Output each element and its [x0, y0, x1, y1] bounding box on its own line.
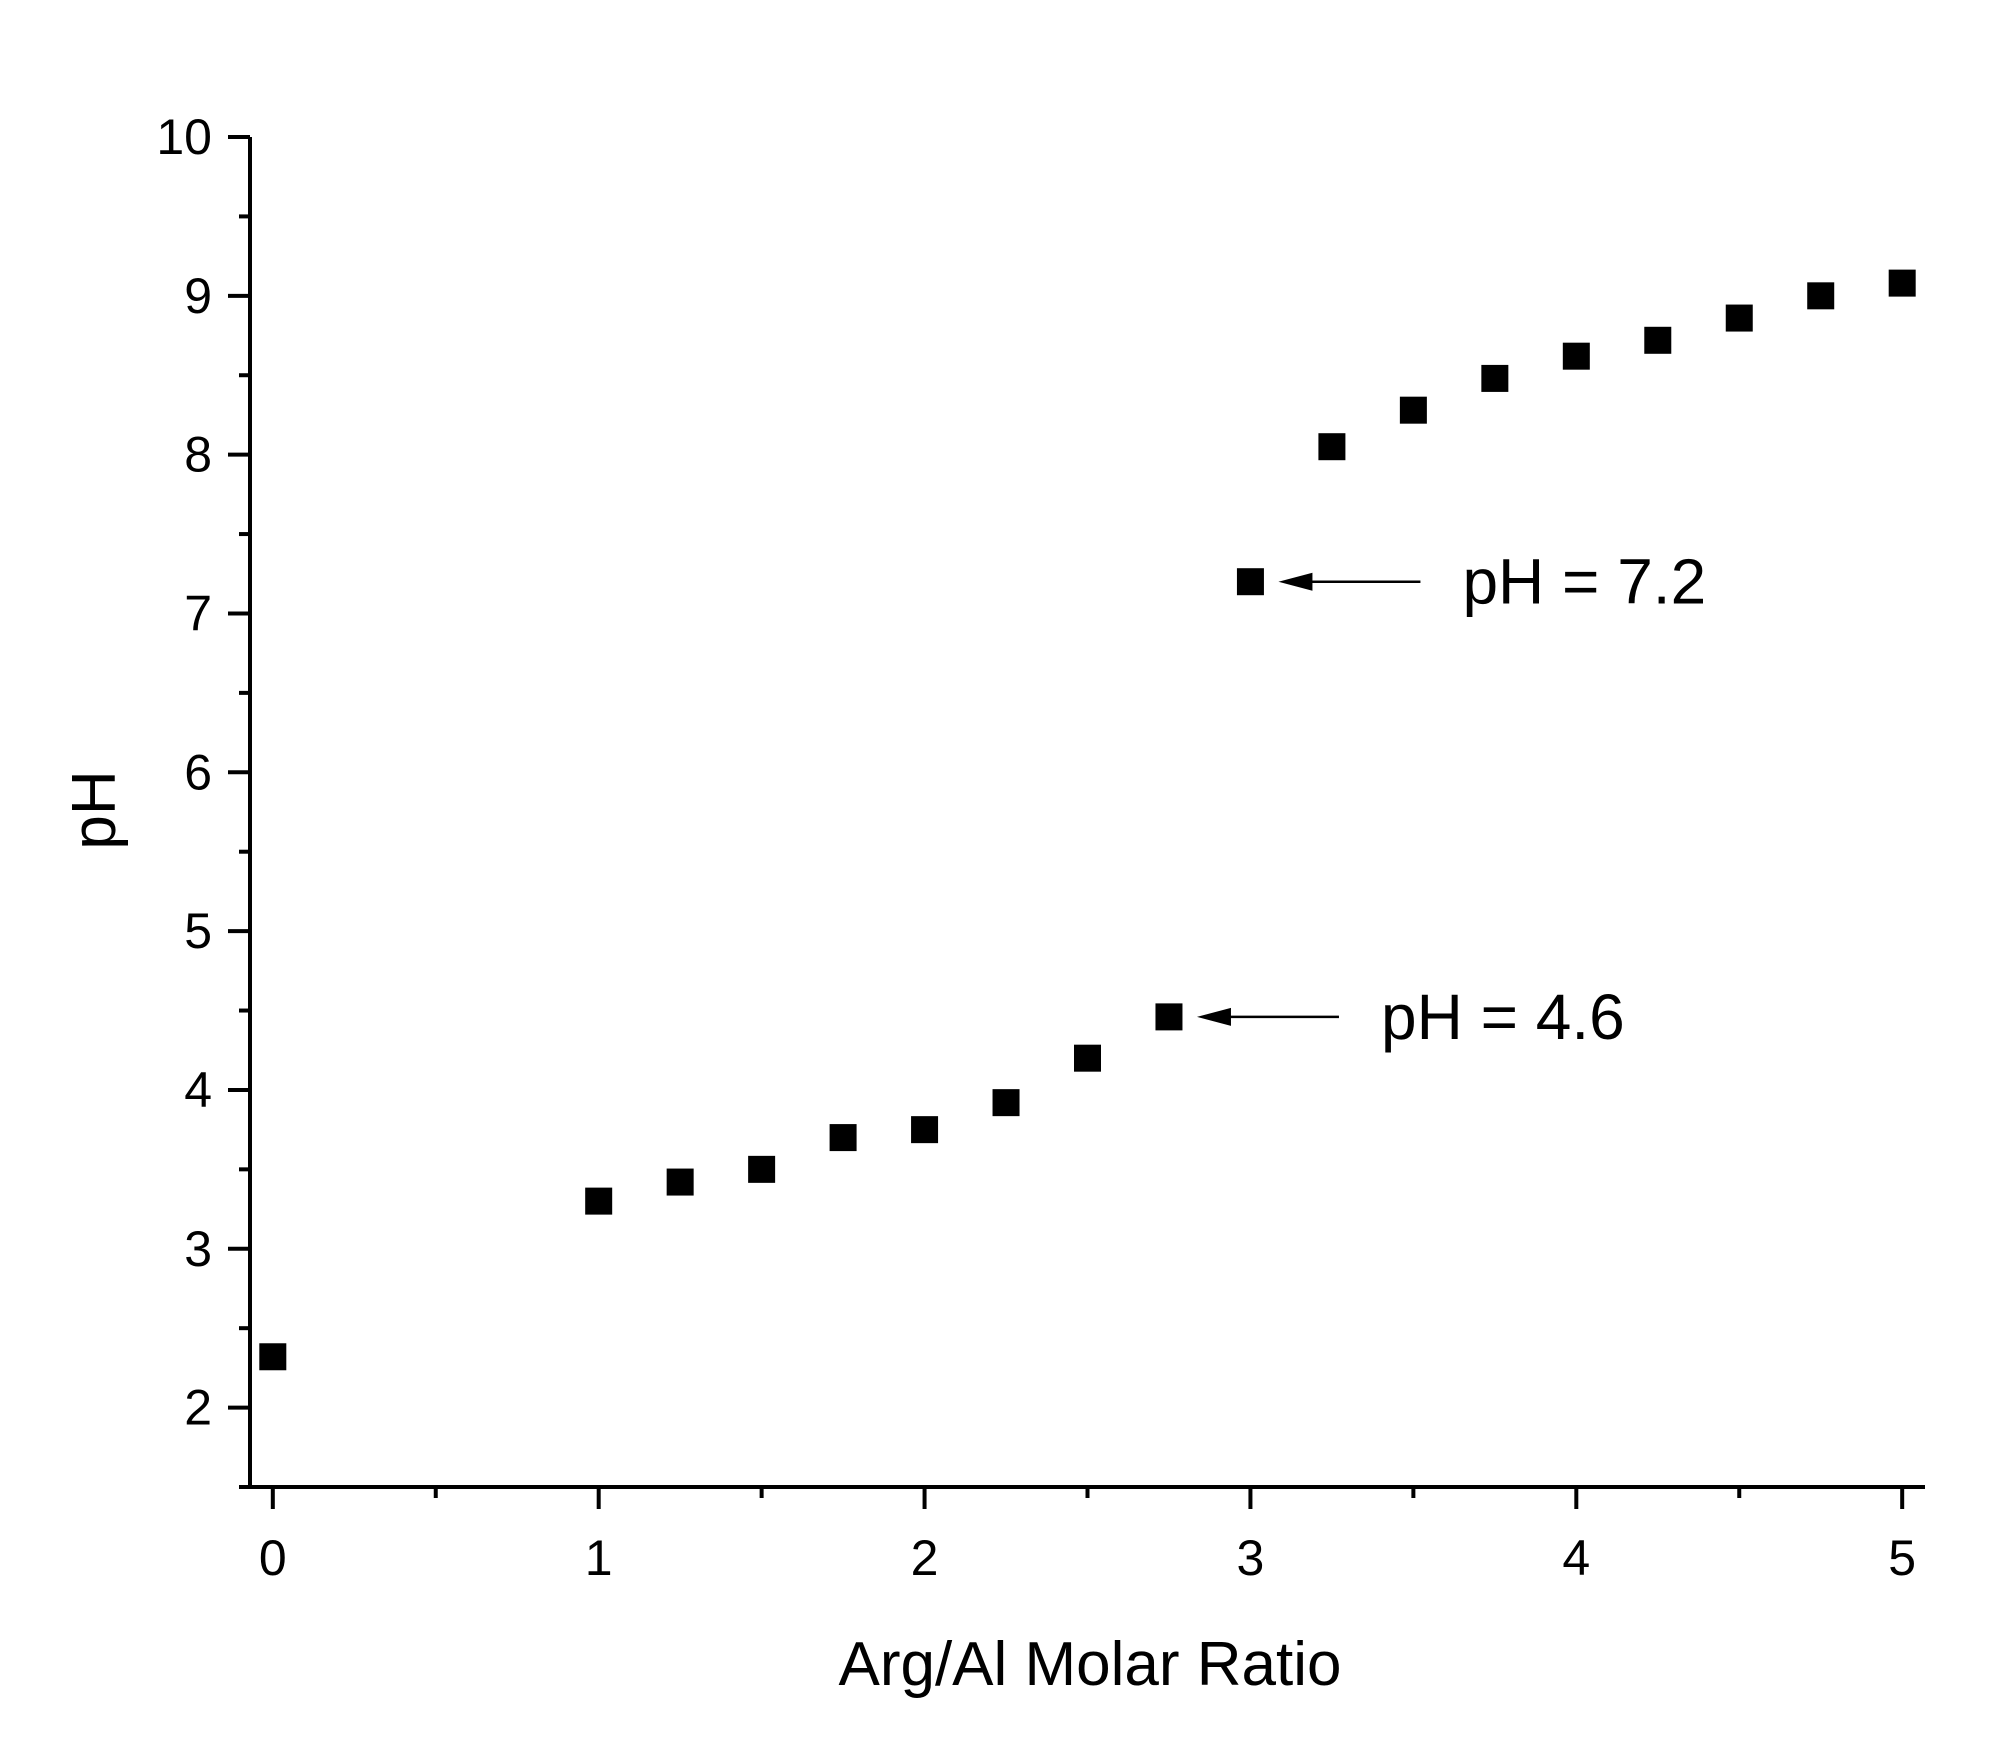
y-tick-label: 6 [184, 744, 212, 800]
data-point [666, 1168, 694, 1196]
data-points [259, 269, 1916, 1371]
x-axis-title: Arg/Al Molar Ratio [838, 1630, 1341, 1699]
y-tick-label: 4 [184, 1062, 212, 1118]
data-point [1725, 304, 1753, 332]
y-tick-label: 2 [184, 1380, 212, 1436]
data-point [1481, 364, 1509, 392]
annotation-arrowhead [1196, 1007, 1231, 1026]
data-point [1074, 1044, 1101, 1072]
x-tick-label: 0 [259, 1530, 287, 1586]
data-point [1399, 396, 1427, 424]
data-point [1807, 282, 1835, 310]
data-point [911, 1116, 939, 1144]
data-point [748, 1155, 776, 1183]
data-point [829, 1124, 857, 1152]
data-point [259, 1343, 287, 1371]
annotation-label: pH = 4.6 [1381, 981, 1625, 1053]
annotation-arrowhead [1278, 572, 1313, 591]
x-tick-label: 1 [585, 1530, 613, 1586]
y-tick-label: 8 [184, 427, 212, 483]
ticks: 2 3 4 5 6 7 8 9 10 0 1 2 3 4 5 [156, 109, 1916, 1586]
y-tick-label: 5 [184, 903, 212, 959]
data-point [1236, 568, 1264, 596]
axes [248, 137, 1925, 1489]
x-tick-label: 2 [911, 1530, 939, 1586]
x-tick-label: 4 [1562, 1530, 1590, 1586]
y-axis-title: pH [60, 770, 129, 849]
y-tick-label: 3 [184, 1221, 212, 1277]
y-tick-label: 9 [184, 268, 212, 324]
data-point [1888, 269, 1916, 297]
data-point [585, 1187, 613, 1215]
x-tick-label: 3 [1237, 1530, 1265, 1586]
annotation-label: pH = 7.2 [1462, 546, 1706, 618]
y-tick-label: 7 [184, 585, 212, 641]
data-point [1644, 326, 1672, 354]
annotations: pH = 7.2 pH = 4.6 [1196, 546, 1706, 1053]
data-point [1155, 1003, 1183, 1031]
data-point [1562, 342, 1590, 370]
x-tick-label: 5 [1888, 1530, 1916, 1586]
data-point [992, 1089, 1020, 1117]
data-point [1318, 433, 1346, 461]
y-tick-label: 10 [156, 109, 212, 165]
